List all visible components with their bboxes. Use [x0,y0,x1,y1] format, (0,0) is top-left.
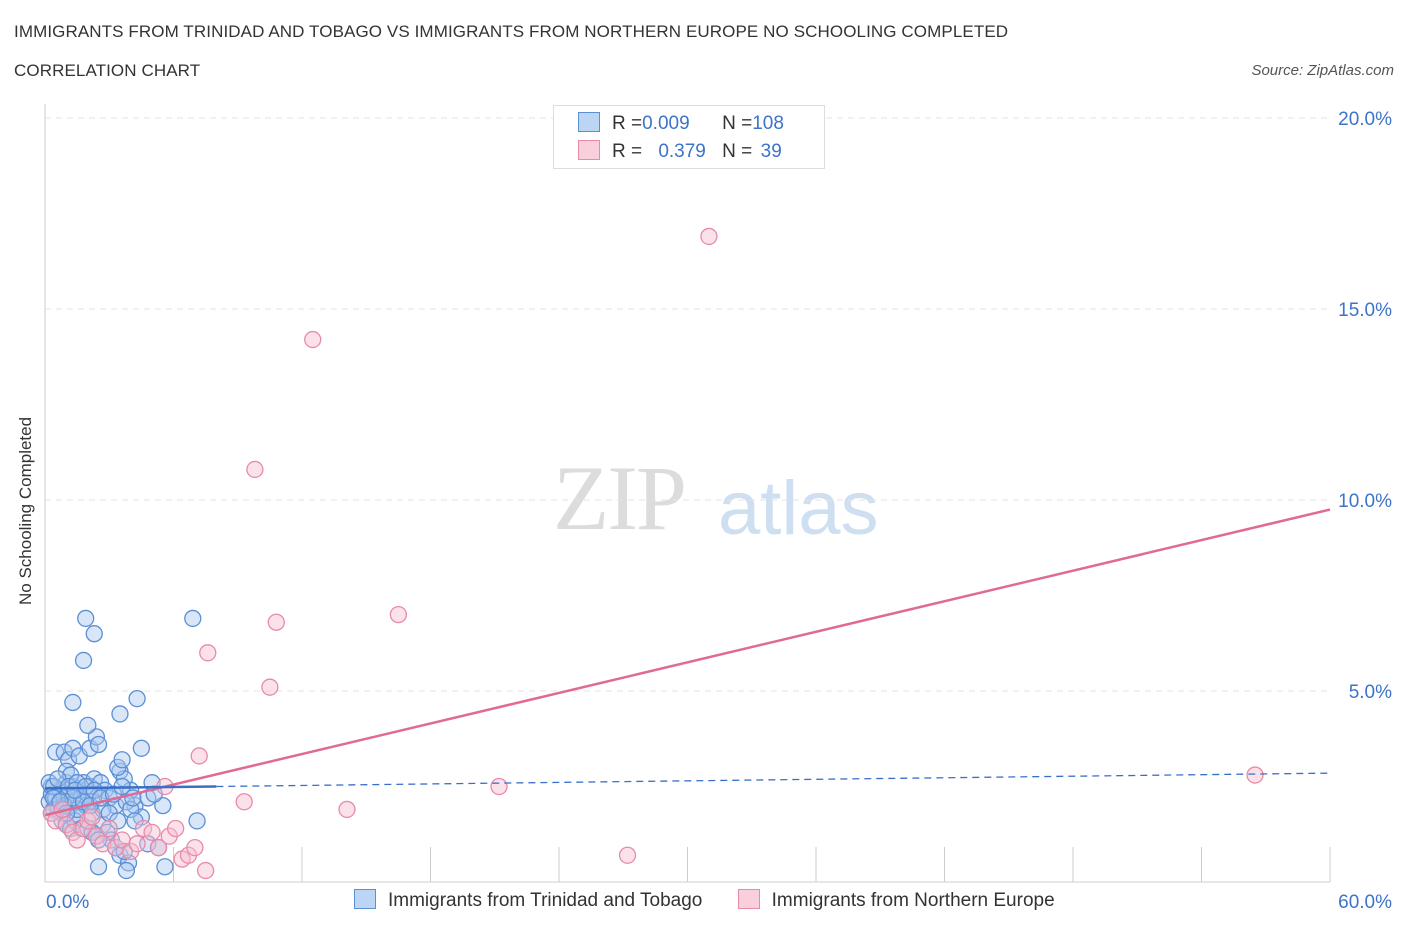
data-point-northern-europe [235,793,253,811]
legend-n-label: N = [722,113,753,134]
data-point-northern-europe [338,800,356,819]
data-point-northern-europe [143,823,161,841]
data-point-northern-europe [190,747,208,765]
data-point-northern-europe [246,460,264,479]
data-point-trinidad [132,739,151,757]
data-point-trinidad [77,609,95,628]
trend-line-trinidad [44,785,217,790]
y-tick-label: 20.0% [1338,109,1392,130]
data-point-trinidad [117,861,136,880]
watermark-atlas: atlas [718,466,879,551]
series-legend-item-trinidad: Immigrants from Trinidad and Tobago [354,889,702,912]
legend-swatch-pink [578,140,600,160]
data-point-trinidad [89,735,108,754]
legend-r-label: R = [612,141,643,162]
data-point-trinidad [74,651,93,670]
data-point-trinidad [188,812,206,830]
series-legend: Immigrants from Trinidad and Tobago Immi… [354,889,1085,912]
data-point-trinidad [77,777,95,796]
data-point-trinidad [184,609,202,628]
data-point-northern-europe [618,846,637,864]
legend-r-value: 0.379 [658,141,706,162]
trend-line-trinidad-extension [216,772,1331,788]
data-point-northern-europe [199,644,217,662]
data-point-trinidad [89,858,108,876]
data-point-trinidad [79,716,97,735]
data-point-trinidad [156,858,174,876]
legend-row-trinidad: R = 0.009 N = 108 [578,112,784,136]
legend-row-northern-europe: R = 0.379 N = 39 [578,140,790,164]
watermark-zip: ZIP [553,447,687,549]
data-point-northern-europe [134,819,153,838]
x-tick-label: 60.0% [1338,892,1392,913]
y-tick-label: 15.0% [1338,300,1392,321]
data-point-trinidad [128,689,146,708]
series-swatch-pink [737,889,760,909]
data-point-northern-europe [100,819,118,838]
data-point-northern-europe [389,605,408,624]
legend-r-value: 0.009 [642,113,690,134]
legend-n-value: 108 [752,113,784,134]
data-point-northern-europe [490,777,508,796]
y-tick-label: 5.0% [1349,682,1392,703]
data-point-northern-europe [1246,766,1264,784]
data-point-northern-europe [166,819,185,838]
data-point-northern-europe [261,678,279,696]
correlation-legend: R = 0.009 N = 108 R = 0.379 N = 39 [553,105,825,169]
x-tick-label: 0.0% [46,892,89,913]
series-legend-label: Immigrants from Northern Europe [771,890,1055,911]
data-point-northern-europe [149,838,168,857]
legend-swatch-blue [578,112,600,132]
data-point-trinidad [154,796,172,815]
chart-title-line2: CORRELATION CHART [14,61,201,80]
legend-n-label: N = [722,141,753,162]
data-point-northern-europe [94,835,112,853]
series-legend-label: Immigrants from Trinidad and Tobago [388,890,703,911]
legend-n-value: 39 [760,141,782,162]
legend-r-label: R = [612,113,643,134]
series-legend-item-northern-europe: Immigrants from Northern Europe [737,889,1055,912]
chart-title-line1: IMMIGRANTS FROM TRINIDAD AND TOBAGO VS I… [14,22,1009,41]
trend-line-northern-europe [44,508,1331,817]
data-point-northern-europe [186,838,204,857]
source-credit: Source: ZipAtlas.com [1251,62,1394,79]
y-tick-label: 10.0% [1338,491,1392,512]
data-point-northern-europe [267,613,285,631]
data-point-northern-europe [304,330,322,349]
data-point-trinidad [85,625,103,643]
y-axis-label: No Schooling Completed [16,416,35,605]
data-point-trinidad [111,705,129,723]
data-point-northern-europe [196,861,215,880]
series-swatch-blue [354,889,376,909]
data-point-trinidad [66,781,84,799]
data-point-trinidad [113,751,131,769]
data-point-northern-europe [128,835,146,853]
data-point-trinidad [64,693,82,712]
data-point-northern-europe [83,808,101,826]
data-point-northern-europe [700,227,718,246]
